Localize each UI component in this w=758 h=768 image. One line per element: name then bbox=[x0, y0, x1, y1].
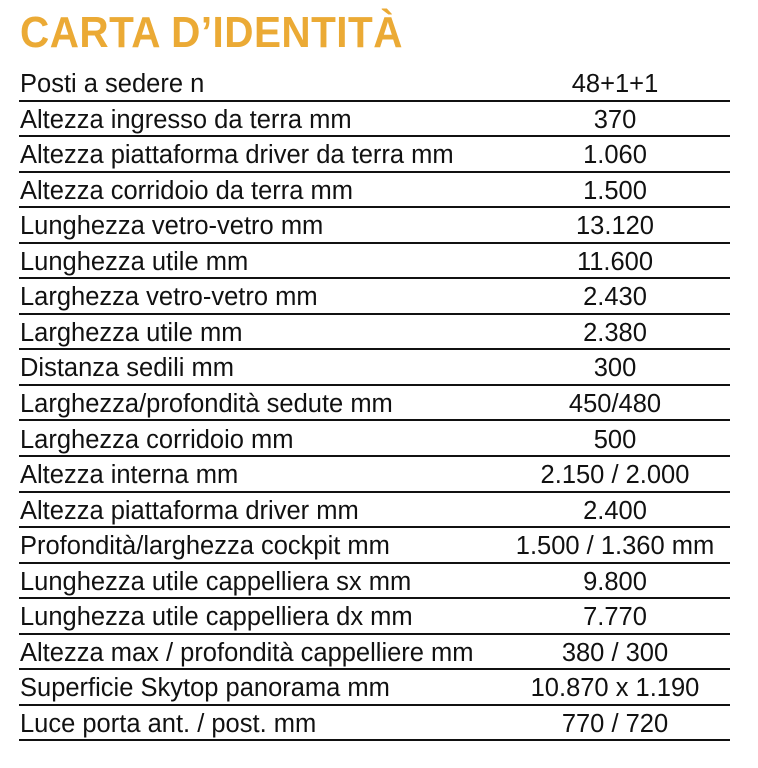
table-row: Altezza corridoio da terra mm 1.500 bbox=[19, 173, 730, 209]
row-value: 500 bbox=[593, 425, 637, 454]
row-value: 2.150 / 2.000 bbox=[540, 461, 690, 490]
row-value: 380 / 300 bbox=[561, 638, 669, 667]
spec-table: Posti a sedere n 48+1+1 Altezza ingresso d… bbox=[19, 66, 730, 742]
row-value: 1.060 bbox=[583, 141, 647, 170]
row-label: Altezza piattaforma driver da terra mm bbox=[20, 141, 454, 170]
page-title: CARTA D’IDENTITÀ bbox=[20, 8, 403, 57]
table-row: Posti a sedere n 48+1+1 bbox=[19, 66, 730, 102]
table-row: Altezza ingresso da terra mm 370 bbox=[19, 102, 730, 138]
table-row: Altezza interna mm 2.150 / 2.000 bbox=[19, 457, 730, 493]
table-row: Altezza piattaforma driver mm 2.400 bbox=[19, 493, 730, 529]
row-value: 450/480 bbox=[568, 389, 662, 418]
table-row: Larghezza/profondità sedute mm 450/480 bbox=[19, 386, 730, 422]
table-row: Profondità/larghezza cockpit mm 1.500 / 1… bbox=[19, 528, 730, 564]
table-row: Larghezza corridoio mm 500 bbox=[19, 421, 730, 458]
row-label: Larghezza/profondità sedute mm bbox=[20, 389, 393, 418]
row-label: Larghezza utile mm bbox=[20, 318, 243, 347]
row-label: Distanza sedili mm bbox=[20, 354, 234, 383]
row-value: 1.500 / 1.360 mm bbox=[515, 532, 715, 561]
row-label: Altezza interna mm bbox=[20, 461, 239, 490]
table-row: Luce porta ant. / post. mm 770 / 720 bbox=[19, 706, 730, 742]
row-label: Luce porta ant. / post. mm bbox=[20, 709, 317, 738]
row-label: Larghezza vetro-vetro mm bbox=[20, 283, 318, 312]
row-value: 2.380 bbox=[583, 318, 647, 347]
row-label: Posti a sedere n bbox=[20, 70, 205, 99]
row-label: Altezza ingresso da terra mm bbox=[20, 105, 352, 134]
row-value: 9.800 bbox=[583, 567, 647, 596]
row-value: 11.600 bbox=[576, 247, 654, 276]
row-value: 7.770 bbox=[583, 603, 647, 632]
table-row: Altezza piattaforma driver da terra mm 1.… bbox=[19, 137, 730, 173]
row-label: Altezza max / profondità cappelliere mm bbox=[20, 638, 474, 667]
row-label: Larghezza corridoio mm bbox=[20, 425, 294, 454]
table-row: Lunghezza vetro-vetro mm 13.120 bbox=[19, 208, 730, 244]
row-value: 10.870 x 1.190 bbox=[530, 674, 700, 703]
row-value: 13.120 bbox=[576, 212, 654, 241]
table-row: Lunghezza utile cappelliera sx mm 9.800 bbox=[19, 564, 730, 600]
row-label: Lunghezza utile cappelliera dx mm bbox=[20, 603, 413, 632]
table-row: Larghezza utile mm 2.380 bbox=[19, 315, 730, 351]
row-label: Lunghezza utile mm bbox=[20, 247, 249, 276]
row-label: Superficie Skytop panorama mm bbox=[20, 674, 390, 703]
row-label: Lunghezza vetro-vetro mm bbox=[20, 212, 324, 241]
table-row: Distanza sedili mm 300 bbox=[19, 350, 730, 386]
row-value: 48+1+1 bbox=[571, 70, 659, 99]
table-row: Superficie Skytop panorama mm 10.870 x 1.… bbox=[19, 670, 730, 706]
row-value: 1.500 bbox=[583, 176, 647, 205]
table-row: Lunghezza utile mm 11.600 bbox=[19, 244, 730, 280]
row-value: 2.400 bbox=[583, 496, 647, 525]
row-label: Altezza corridoio da terra mm bbox=[20, 176, 354, 205]
row-label: Altezza piattaforma driver mm bbox=[20, 496, 359, 525]
row-value: 300 bbox=[593, 354, 637, 383]
row-value: 370 bbox=[593, 105, 637, 134]
row-label: Lunghezza utile cappelliera sx mm bbox=[20, 567, 412, 596]
table-row: Larghezza vetro-vetro mm 2.430 bbox=[19, 279, 730, 315]
row-value: 2.430 bbox=[583, 283, 647, 312]
table-row: Altezza max / profondità cappelliere mm 3… bbox=[19, 635, 730, 671]
row-value: 770 / 720 bbox=[561, 709, 669, 738]
table-row: Lunghezza utile cappelliera dx mm 7.770 bbox=[19, 599, 730, 635]
row-label: Profondità/larghezza cockpit mm bbox=[20, 532, 390, 561]
